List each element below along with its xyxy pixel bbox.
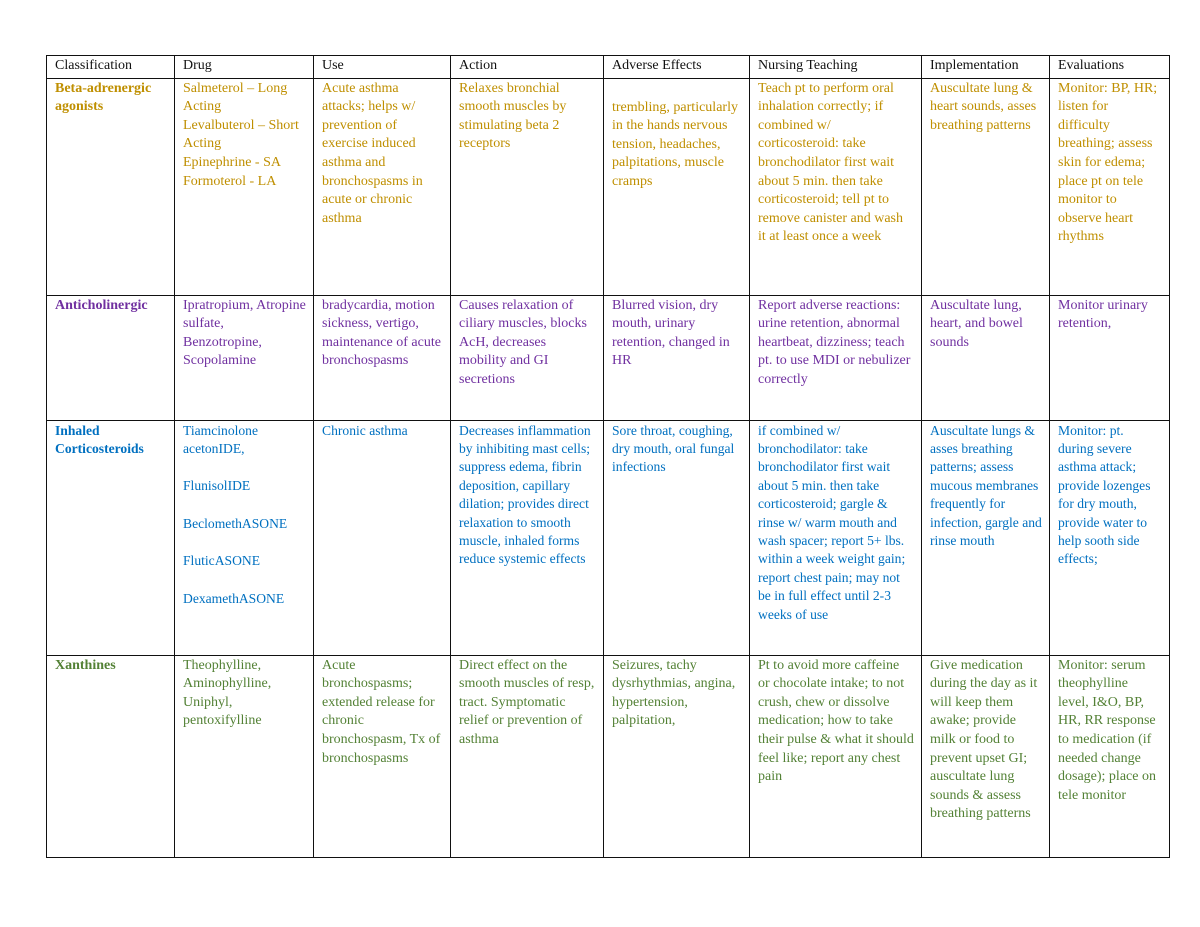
- table-cell: Direct effect on the smooth muscles of r…: [450, 654, 604, 858]
- cell-text: Inhaled Corticosteroids: [55, 422, 144, 456]
- cell-text: Tiamcinolone acetonIDE,: [183, 422, 259, 456]
- table-cell: Xanthines: [46, 654, 175, 858]
- table-cell: Inhaled Corticosteroids: [46, 419, 175, 656]
- column-header: Evaluations: [1049, 55, 1170, 79]
- cell-text: Levalbuterol – Short Acting: [183, 117, 299, 152]
- cell-text: Causes relaxation of ciliary muscles, bl…: [459, 297, 587, 387]
- table-cell: Acute asthma attacks; helps w/ preventio…: [313, 77, 451, 296]
- cell-text: FlunisolIDE: [183, 478, 251, 494]
- table-body: Beta-adrenergic agonists Salmeterol – Lon…: [46, 77, 1170, 858]
- cell-text: Epinephrine - SA: [183, 154, 281, 170]
- column-header: Implementation: [921, 55, 1050, 79]
- cell-text: DexamethASONE: [183, 590, 285, 606]
- table-cell: Anticholinergic: [46, 294, 175, 421]
- drug-table: Classification Drug Use Action Adverse Effec…: [46, 55, 1170, 858]
- table-cell: Ipratropium, Atropine sulfate, Benzotrop…: [174, 294, 314, 421]
- table-cell: bradycardia, motion sickness, vertigo, m…: [313, 294, 451, 421]
- cell-text: Monitor urinary retention,: [1058, 297, 1148, 332]
- header-row: Classification Drug Use Action Adverse Effec…: [46, 55, 1170, 79]
- table-cell: Decreases inflammation by inhibiting mas…: [450, 419, 604, 656]
- table-row: Beta-adrenergic agonists Salmeterol – Lon…: [46, 77, 1170, 296]
- cell-text: trembling, particularly in the hands ner…: [612, 99, 738, 189]
- table-cell: Beta-adrenergic agonists: [46, 77, 175, 296]
- cell-text: Anticholinergic: [55, 297, 148, 313]
- table-cell: Blurred vision, dry mouth, urinary reten…: [603, 294, 750, 421]
- cell-text: Monitor: pt. during severe asthma attack…: [1058, 422, 1151, 567]
- table-cell: Monitor urinary retention,: [1049, 294, 1170, 421]
- column-header: Action: [450, 55, 604, 79]
- column-header: Adverse Effects: [603, 55, 750, 79]
- cell-text: Formoterol - LA: [183, 173, 277, 189]
- cell-text: Relaxes bronchial smooth muscles by stim…: [459, 80, 567, 152]
- cell-text: Report adverse reactions: urine retentio…: [758, 297, 911, 387]
- cell-text: Auscultate lung & heart sounds, asses br…: [930, 80, 1037, 133]
- table-cell: Teach pt to perform oral inhalation corr…: [749, 77, 922, 296]
- cell-text: bradycardia, motion sickness, vertigo, m…: [322, 297, 441, 369]
- table-cell: Causes relaxation of ciliary muscles, bl…: [450, 294, 604, 421]
- table-cell: if combined w/ bronchodilator: take bron…: [749, 419, 922, 656]
- table-cell: Monitor: serum theophylline level, I&O, …: [1049, 654, 1170, 858]
- cell-text: Acute bronchospasms; extended release fo…: [322, 657, 441, 766]
- table-cell: Pt to avoid more caffeine or chocolate i…: [749, 654, 922, 858]
- cell-text: Salmeterol – Long Acting: [183, 80, 288, 115]
- table-cell: trembling, particularly in the hands ner…: [603, 77, 750, 296]
- cell-text: Monitor: BP, HR; listen for difficulty b…: [1058, 80, 1158, 245]
- cell-text: Chronic asthma: [322, 422, 408, 438]
- cell-text: Teach pt to perform oral inhalation corr…: [758, 80, 903, 245]
- table-cell: Seizures, tachy dysrhythmias, angina, hy…: [603, 654, 750, 858]
- cell-text: Beta-adrenergic agonists: [55, 80, 152, 115]
- cell-text: if combined w/ bronchodilator: take bron…: [758, 422, 906, 622]
- cell-text: Monitor: serum theophylline level, I&O, …: [1058, 657, 1156, 803]
- table-cell: Tiamcinolone acetonIDE, FlunisolIDE Beclom…: [174, 419, 314, 656]
- cell-text: Ipratropium, Atropine sulfate, Benzotrop…: [183, 297, 306, 369]
- cell-text: Acute asthma attacks; helps w/ preventio…: [322, 80, 423, 226]
- table-cell: Monitor: pt. during severe asthma attack…: [1049, 419, 1170, 656]
- table-cell: Chronic asthma: [313, 419, 451, 656]
- cell-text: Auscultate lungs & asses breathing patte…: [930, 422, 1042, 549]
- table-cell: Monitor: BP, HR; listen for difficulty b…: [1049, 77, 1170, 296]
- table-cell: Salmeterol – Long Acting Levalbuterol – S…: [174, 77, 314, 296]
- cell-text: Pt to avoid more caffeine or chocolate i…: [758, 657, 914, 785]
- column-header: Nursing Teaching: [749, 55, 922, 79]
- table-cell: Give medication during the day as it wil…: [921, 654, 1050, 858]
- table-cell: Auscultate lung, heart, and bowel sounds: [921, 294, 1050, 421]
- column-header: Drug: [174, 55, 314, 79]
- column-header: Use: [313, 55, 451, 79]
- cell-text: Seizures, tachy dysrhythmias, angina, hy…: [612, 657, 736, 729]
- table-cell: Sore throat, coughing, dry mouth, oral f…: [603, 419, 750, 656]
- table-row: Xanthines Theophylline, Aminophylline, Un…: [46, 654, 1170, 858]
- cell-text: BeclomethASONE: [183, 515, 288, 531]
- column-header: Classification: [46, 55, 175, 79]
- table-cell: Relaxes bronchial smooth muscles by stim…: [450, 77, 604, 296]
- cell-text: Blurred vision, dry mouth, urinary reten…: [612, 297, 730, 369]
- table-cell: Acute bronchospasms; extended release fo…: [313, 654, 451, 858]
- cell-text: Direct effect on the smooth muscles of r…: [459, 657, 595, 747]
- cell-text: Decreases inflammation by inhibiting mas…: [459, 422, 591, 567]
- cell-text: Sore throat, coughing, dry mouth, oral f…: [612, 422, 735, 475]
- table-row: Inhaled Corticosteroids Tiamcinolone acet…: [46, 419, 1170, 656]
- table-cell: Auscultate lung & heart sounds, asses br…: [921, 77, 1050, 296]
- cell-text: Give medication during the day as it wil…: [930, 657, 1038, 822]
- cell-text: FluticASONE: [183, 553, 261, 569]
- table-row: Anticholinergic Ipratropium, Atropine sul…: [46, 294, 1170, 421]
- cell-text: Xanthines: [55, 657, 116, 673]
- table-cell: Report adverse reactions: urine retentio…: [749, 294, 922, 421]
- cell-text: Theophylline, Aminophylline, Uniphyl, pe…: [183, 657, 272, 729]
- cell-text: Auscultate lung, heart, and bowel sounds: [930, 297, 1023, 350]
- table-cell: Auscultate lungs & asses breathing patte…: [921, 419, 1050, 656]
- table-cell: Theophylline, Aminophylline, Uniphyl, pe…: [174, 654, 314, 858]
